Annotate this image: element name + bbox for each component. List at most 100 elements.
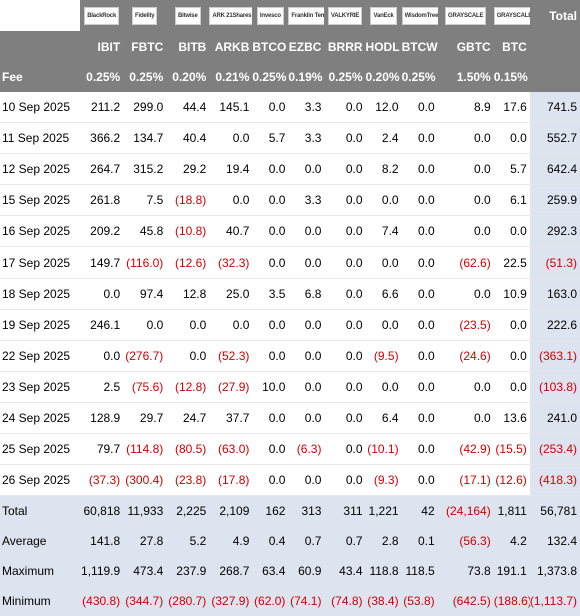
flow-cell: 191.1 (493, 556, 530, 587)
flow-cell: (27.9) (209, 371, 253, 403)
flow-cell: 0.0 (288, 340, 325, 372)
flow-cell: 8.2 (365, 153, 402, 186)
flow-cell: 134.7 (123, 122, 167, 155)
row-total: 56,781 (529, 495, 580, 527)
flow-cell: (15.5) (493, 433, 530, 466)
flow-cell: 0.0 (288, 371, 325, 403)
flow-cell: 6.4 (365, 402, 402, 435)
fee-value: 0.19% (288, 62, 325, 92)
flow-cell: 149.7 (80, 246, 124, 279)
table-row: 11 Sep 2025 366.2 134.7 40.4 0.0 5.7 3.3 0.0 2.4… (0, 122, 580, 155)
flow-cell: 0.0 (324, 246, 366, 279)
flow-cell: (74.8) (324, 586, 366, 616)
ticker-row: IBIT FBTC BITB ARKB BTCO EZBC BRRR HODL BTCW GBTC… (0, 31, 580, 62)
flow-cell: 0.0 (401, 340, 438, 372)
fee-label: Fee (0, 62, 81, 92)
flow-cell: 60.9 (288, 556, 325, 587)
table-row: 23 Sep 2025 2.5 (75.6) (12.8) (27.9) 10.0 0.0 0… (0, 371, 580, 403)
flow-cell: 0.0 (401, 246, 438, 279)
flow-cell: 366.2 (80, 122, 124, 155)
flow-cell: 43.4 (324, 556, 366, 587)
flow-cell: (38.4) (365, 586, 402, 616)
flow-cell: 118.8 (365, 556, 402, 587)
flow-cell: 0.0 (437, 215, 494, 248)
table-row: 17 Sep 2025 149.7 (116.0) (12.6) (32.3) 0.0 0.… (0, 246, 580, 279)
flow-cell: 0.0 (324, 184, 366, 217)
flow-cell: (9.5) (365, 340, 402, 372)
row-total: 222.6 (529, 309, 580, 341)
flow-cell: (74.1) (288, 586, 325, 616)
flow-cell: 211.2 (80, 92, 124, 124)
flow-cell: (53.8) (401, 586, 438, 616)
flow-cell: 10.9 (493, 278, 530, 310)
flow-cell: (37.3) (80, 464, 124, 497)
row-date: 11 Sep 2025 (0, 122, 81, 155)
flow-cell: 6.1 (493, 184, 530, 217)
row-date: 22 Sep 2025 (0, 340, 81, 372)
flow-cell: 0.0 (324, 215, 366, 248)
issuer-logo-icon: Franklin Templeton (288, 7, 325, 25)
flow-cell: 0.0 (437, 153, 494, 186)
ticker-corner (0, 31, 81, 62)
flow-cell: 118.5 (401, 556, 438, 587)
flow-cell: 0.0 (324, 92, 366, 124)
flow-cell: 2,225 (166, 495, 210, 527)
row-total: 642.4 (529, 153, 580, 186)
ticker-header: BTCW (401, 31, 438, 62)
flow-cell: 73.8 (437, 556, 494, 587)
fee-value: 0.25% (80, 62, 124, 92)
flow-cell: 97.4 (123, 278, 167, 310)
issuer-logo-icon: Invesco (256, 7, 284, 25)
flow-cell: (280.7) (166, 586, 210, 616)
flow-cell: 0.0 (252, 433, 289, 466)
flow-cell: 0.0 (324, 122, 366, 155)
flow-cell: 0.0 (288, 153, 325, 186)
row-date: 19 Sep 2025 (0, 309, 81, 341)
row-date: 16 Sep 2025 (0, 215, 81, 248)
total-column-header: Total (529, 0, 580, 31)
flow-cell: 128.9 (80, 402, 124, 435)
flow-cell: 0.0 (401, 309, 438, 341)
flow-cell: 24.7 (166, 402, 210, 435)
issuer-logo-cell: GRAYSCALE (493, 0, 530, 31)
flow-cell: 0.0 (166, 340, 210, 372)
issuer-logo-cell: Fidelity (123, 0, 167, 31)
table-row: 24 Sep 2025 128.9 29.7 24.7 37.7 0.0 0.0 0.0 6.4… (0, 402, 580, 435)
issuer-logo-cell: WisdomTree (401, 0, 438, 31)
issuer-logo-icon: WisdomTree (401, 7, 438, 25)
flow-cell: 0.0 (401, 402, 438, 435)
flow-cell: (24.6) (437, 340, 494, 372)
fee-value: 0.25% (252, 62, 289, 92)
flow-cell: 3.3 (288, 122, 325, 155)
flow-cell: (188.6) (493, 586, 530, 616)
flow-cell: 44.4 (166, 92, 210, 124)
ticker-header: BTC (493, 31, 530, 62)
flow-cell: (23.5) (437, 309, 494, 341)
flow-cell: 0.0 (437, 184, 494, 217)
flow-cell: 27.8 (123, 526, 167, 557)
flow-cell: 0.0 (401, 278, 438, 310)
issuer-logo-icon: VALKYRIE (327, 7, 363, 25)
flow-cell: 0.0 (324, 433, 366, 466)
flow-cell: (116.0) (123, 246, 167, 279)
flow-cell: 37.7 (209, 402, 253, 435)
flow-cell: 2.4 (365, 122, 402, 155)
stat-label: Maximum (0, 556, 81, 587)
flow-cell: 4.2 (493, 526, 530, 557)
flow-cell: (75.6) (123, 371, 167, 403)
flow-cell: (52.3) (209, 340, 253, 372)
flow-cell: 1,811 (493, 495, 530, 527)
row-total: (253.4) (529, 433, 580, 466)
flow-cell: 0.0 (365, 246, 402, 279)
flow-cell: 0.0 (401, 92, 438, 124)
flow-cell: 0.1 (401, 526, 438, 557)
flow-cell: 162 (252, 495, 289, 527)
ticker-header: EZBC (288, 31, 325, 62)
stat-row: Average 141.8 27.8 5.2 4.9 0.4 0.7 0.7 2.8 0.1 (56… (0, 526, 580, 557)
flow-cell: 5.2 (166, 526, 210, 557)
flow-cell: (114.8) (123, 433, 167, 466)
issuer-logo-icon: GRAYSCALE (445, 7, 487, 25)
ticker-header: BTCO (252, 31, 289, 62)
flow-cell: 5.7 (493, 153, 530, 186)
fee-value: 1.50% (437, 62, 494, 92)
